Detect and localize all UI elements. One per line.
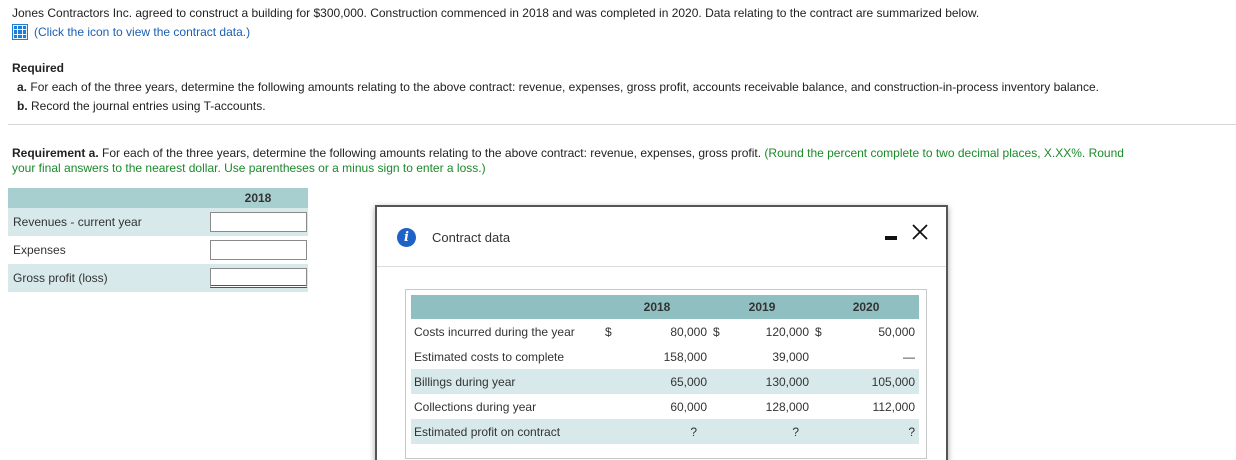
cell-value: ? bbox=[623, 419, 712, 444]
requirement-a-instructions: Requirement a. For each of the three yea… bbox=[12, 146, 1124, 160]
answer-table-header: 2018 bbox=[8, 188, 308, 208]
requirement-a-body: For each of the three years, determine t… bbox=[98, 146, 762, 160]
contract-data-link[interactable]: (Click the icon to view the contract dat… bbox=[12, 24, 250, 40]
answer-row-gross-profit: Gross profit (loss) bbox=[8, 264, 308, 292]
contract-data-dialog: i Contract data 2018 2019 2020 Costs inc… bbox=[375, 205, 948, 460]
requirement-b-text: Record the journal entries using T-accou… bbox=[31, 99, 266, 113]
table-grid-icon[interactable] bbox=[12, 24, 28, 40]
rounding-note-part2: your final answers to the nearest dollar… bbox=[12, 161, 486, 175]
required-heading: Required bbox=[12, 61, 65, 75]
cell-value: 130,000 bbox=[731, 369, 814, 394]
dialog-title: Contract data bbox=[432, 230, 511, 245]
cell-value: 120,000 bbox=[731, 319, 814, 344]
minimize-button[interactable] bbox=[885, 236, 897, 240]
answer-row-label: Gross profit (loss) bbox=[13, 271, 108, 285]
table-row: Estimated profit on contract ? ? ? bbox=[411, 419, 920, 444]
requirement-a-prefix: a. bbox=[17, 80, 28, 94]
cell-value: ? bbox=[731, 419, 814, 444]
answer-table: 2018 Revenues - current year Expenses Gr… bbox=[8, 188, 308, 292]
table-row: Collections during year 60,000 128,000 1… bbox=[411, 394, 920, 419]
expenses-2018-input[interactable] bbox=[210, 240, 307, 260]
answer-year-header: 2018 bbox=[244, 191, 272, 205]
cell-value: 50,000 bbox=[833, 319, 920, 344]
requirement-a-label: Requirement a. bbox=[12, 146, 99, 160]
row-label: Estimated profit on contract bbox=[411, 419, 603, 444]
requirement-a-item: a. For each of the three years, determin… bbox=[17, 80, 1099, 94]
cell-value: 65,000 bbox=[623, 369, 712, 394]
contract-table-header: 2018 2019 2020 bbox=[411, 295, 920, 319]
gross-profit-2018-input[interactable] bbox=[210, 268, 307, 288]
year-header: 2019 bbox=[711, 295, 814, 319]
requirement-b-item: b. Record the journal entries using T-ac… bbox=[17, 99, 266, 113]
requirement-b-prefix: b. bbox=[17, 99, 28, 113]
dollar-sign: $ bbox=[813, 319, 834, 344]
cell-value: 112,000 bbox=[833, 394, 920, 419]
dialog-header: i Contract data bbox=[377, 207, 946, 267]
table-row: Estimated costs to complete 158,000 39,0… bbox=[411, 344, 920, 369]
answer-row-label: Expenses bbox=[13, 243, 66, 257]
cell-value: 128,000 bbox=[731, 394, 814, 419]
rounding-note-part1: (Round the percent complete to two decim… bbox=[761, 146, 1124, 160]
year-header: 2018 bbox=[603, 295, 712, 319]
answer-row-expenses: Expenses bbox=[8, 236, 308, 264]
table-row: Costs incurred during the year $ 80,000 … bbox=[411, 319, 920, 344]
cell-value: 80,000 bbox=[623, 319, 712, 344]
cell-value: 158,000 bbox=[623, 344, 712, 369]
year-header: 2020 bbox=[813, 295, 920, 319]
contract-data-table-frame: 2018 2019 2020 Costs incurred during the… bbox=[405, 289, 927, 459]
section-divider bbox=[8, 124, 1236, 125]
requirement-a-text: For each of the three years, determine t… bbox=[30, 80, 1099, 94]
dollar-sign: $ bbox=[711, 319, 732, 344]
dollar-sign: $ bbox=[603, 319, 623, 344]
info-icon: i bbox=[397, 228, 416, 247]
cell-value: 39,000 bbox=[731, 344, 814, 369]
answer-row-label: Revenues - current year bbox=[13, 215, 142, 229]
row-label: Estimated costs to complete bbox=[411, 344, 603, 369]
contract-data-table: 2018 2019 2020 Costs incurred during the… bbox=[411, 295, 920, 444]
cell-value: 105,000 bbox=[833, 369, 920, 394]
problem-intro: Jones Contractors Inc. agreed to constru… bbox=[12, 6, 980, 20]
row-label: Billings during year bbox=[411, 369, 603, 394]
close-icon[interactable] bbox=[909, 221, 931, 243]
table-row: Billings during year 65,000 130,000 105,… bbox=[411, 369, 920, 394]
contract-data-link-text[interactable]: (Click the icon to view the contract dat… bbox=[34, 25, 251, 39]
row-label: Costs incurred during the year bbox=[411, 319, 603, 344]
answer-row-revenues: Revenues - current year bbox=[8, 208, 308, 236]
cell-value: — bbox=[833, 344, 920, 369]
revenues-2018-input[interactable] bbox=[210, 212, 307, 232]
cell-value: 60,000 bbox=[623, 394, 712, 419]
row-label: Collections during year bbox=[411, 394, 603, 419]
cell-value: ? bbox=[833, 419, 920, 444]
